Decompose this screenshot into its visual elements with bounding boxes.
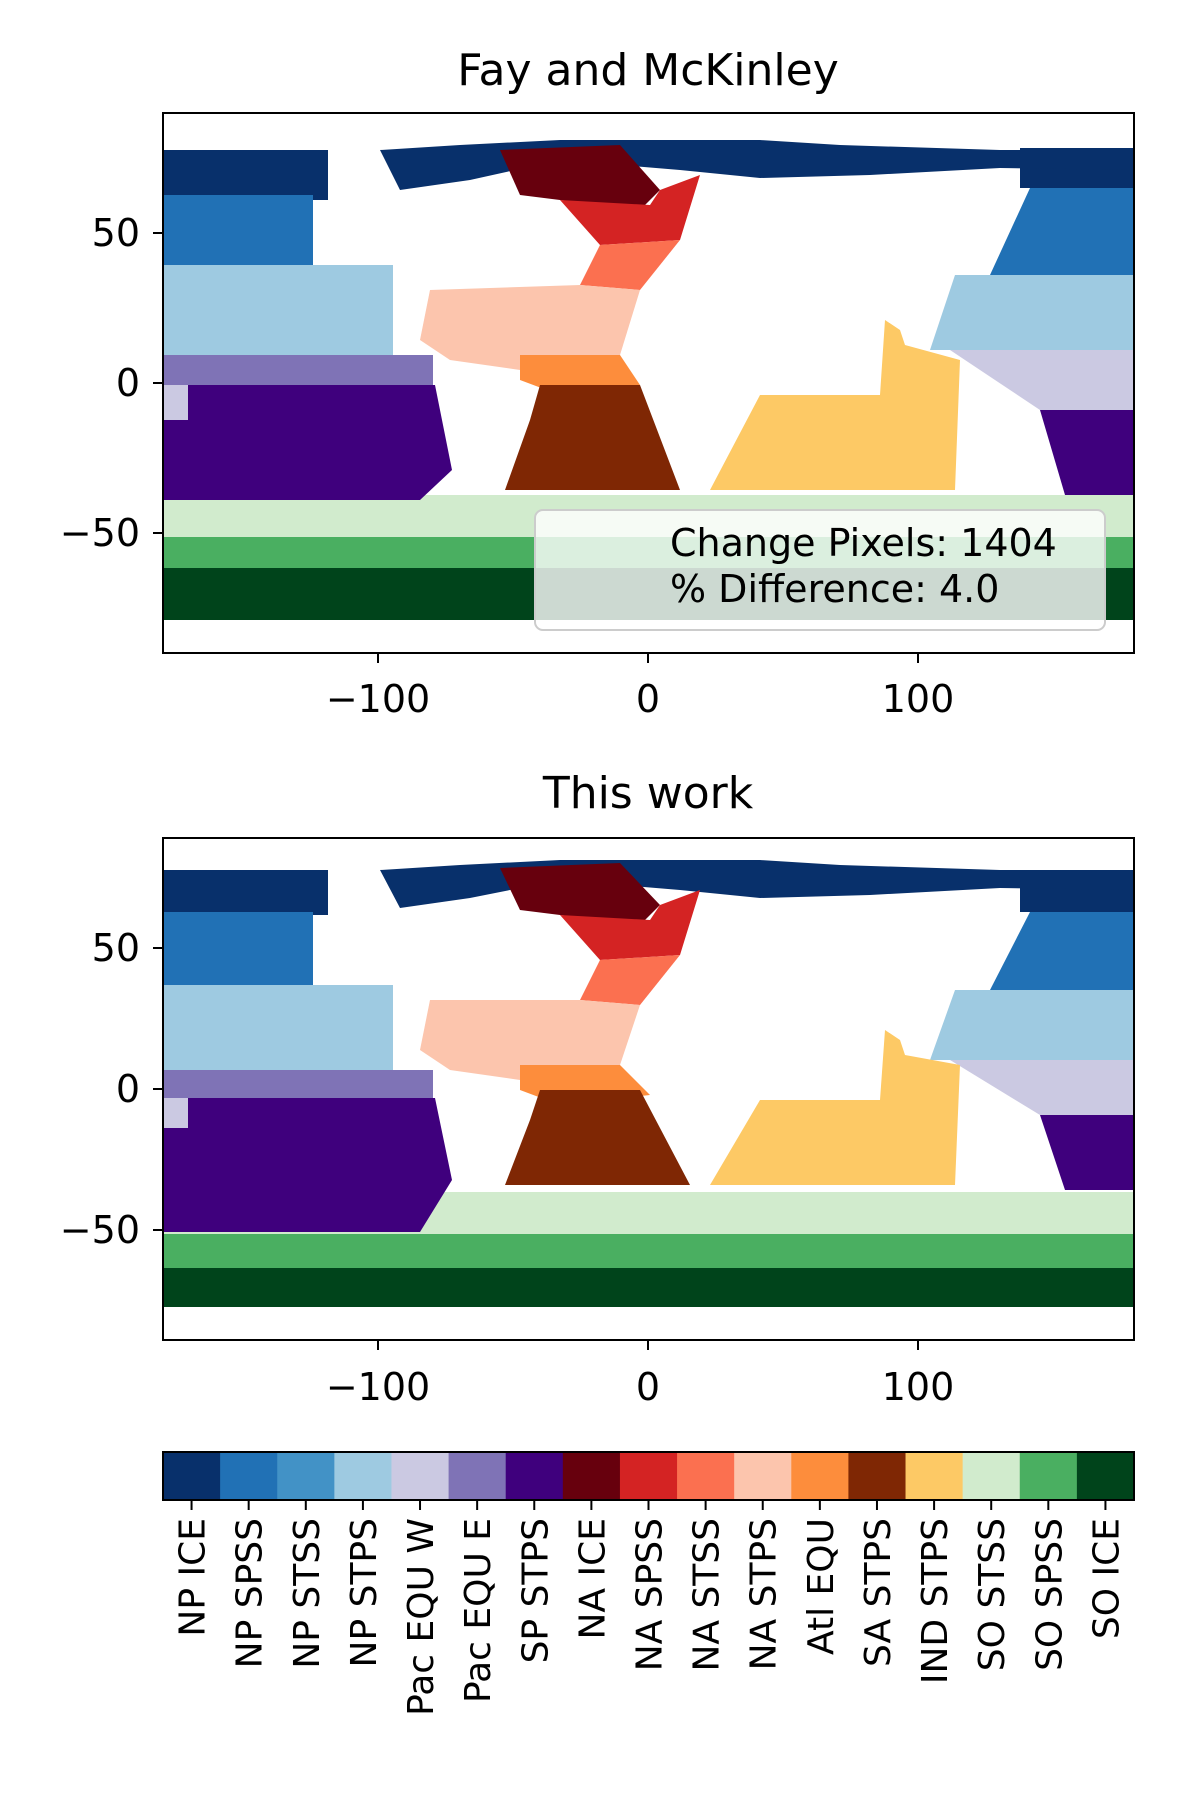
colorbar-label: SO STSS <box>972 1518 1013 1671</box>
colorbar-swatch <box>505 1452 564 1500</box>
colorbar-label: NP SPSS <box>230 1518 271 1668</box>
x-axis-bottom: −100 0 100 <box>326 1340 954 1409</box>
legend-percent-difference: % Difference: 4.0 <box>670 567 999 611</box>
xtick-label-bottom: 100 <box>882 1365 955 1409</box>
colorbar-label: NP STPS <box>344 1518 385 1667</box>
legend-change-pixels: Change Pixels: 1404 <box>670 521 1057 565</box>
colorbar-label: NA ICE <box>572 1518 613 1640</box>
y-axis-top: 50 0 −50 <box>60 211 163 555</box>
colorbar-swatch <box>962 1452 1021 1500</box>
colorbar-swatch <box>619 1452 678 1500</box>
y-axis-bottom: 50 0 −50 <box>60 926 163 1252</box>
panel-title-bottom: This work <box>542 768 754 819</box>
ytick-label-bottom: −50 <box>60 1208 140 1252</box>
colorbar-label: NA STSS <box>687 1518 728 1672</box>
colorbar-label: SA STPS <box>858 1518 899 1667</box>
colorbar-swatch <box>677 1452 735 1500</box>
colorbar-label: SO SPSS <box>1029 1518 1070 1671</box>
colorbar-label: SO ICE <box>1086 1518 1127 1639</box>
colorbar-swatch <box>334 1452 392 1500</box>
colorbar-swatch <box>1076 1452 1135 1500</box>
colorbar-swatch <box>734 1452 792 1500</box>
colorbar-swatch <box>562 1452 621 1500</box>
panel-title-top: Fay and McKinley <box>457 45 838 96</box>
xtick-label-top: −100 <box>326 677 430 721</box>
colorbar-swatch <box>905 1452 964 1500</box>
colorbar-label: SP STPS <box>515 1518 556 1663</box>
colorbar-swatch <box>1019 1452 1078 1500</box>
ytick-label-bottom: 50 <box>92 926 140 970</box>
xtick-label-bottom: 0 <box>636 1365 660 1409</box>
map-panel-bottom: This work <box>60 768 1135 1409</box>
colorbar-label: NA SPSS <box>630 1518 671 1671</box>
colorbar-swatch <box>791 1452 849 1500</box>
ytick-label-top: 0 <box>116 361 140 405</box>
difference-legend: Change Pixels: 1404 % Difference: 4.0 <box>534 509 1106 631</box>
ytick-label-bottom: 0 <box>116 1067 140 1111</box>
colorbar-label: NA STPS <box>744 1518 785 1670</box>
colorbar-swatch <box>391 1452 450 1500</box>
colorbar-swatch <box>163 1452 221 1500</box>
colorbar-swatch <box>848 1452 907 1500</box>
colorbar-label: NP STSS <box>287 1518 328 1669</box>
colorbar-frame <box>162 1451 1135 1501</box>
colorbar-swatch <box>448 1452 507 1500</box>
colorbar-label: Pac EQU E <box>458 1518 499 1703</box>
colorbar-label: IND STPS <box>915 1518 956 1684</box>
ytick-label-top: 50 <box>92 211 140 255</box>
map-panel-top: Fay and McKinley <box>60 45 1135 721</box>
xtick-label-top: 0 <box>636 677 660 721</box>
xtick-label-bottom: −100 <box>326 1365 430 1409</box>
colorbar-swatch <box>277 1452 335 1500</box>
colorbar-label: NP ICE <box>173 1518 214 1637</box>
colorbar-label: Pac EQU W <box>401 1518 442 1716</box>
x-axis-top: −100 0 100 <box>326 653 954 721</box>
xtick-label-top: 100 <box>882 677 955 721</box>
ocean-region-map-bottom <box>163 838 1134 1340</box>
colorbar: NP ICE NP SPSS NP STSS NP STPS Pac EQU W Pac … <box>162 1451 1135 1716</box>
colorbar-swatch <box>220 1452 278 1500</box>
ytick-label-top: −50 <box>60 511 140 555</box>
colorbar-label: Atl EQU <box>801 1518 842 1655</box>
ocean-region-map-top: Change Pixels: 1404 % Difference: 4.0 <box>163 113 1134 653</box>
